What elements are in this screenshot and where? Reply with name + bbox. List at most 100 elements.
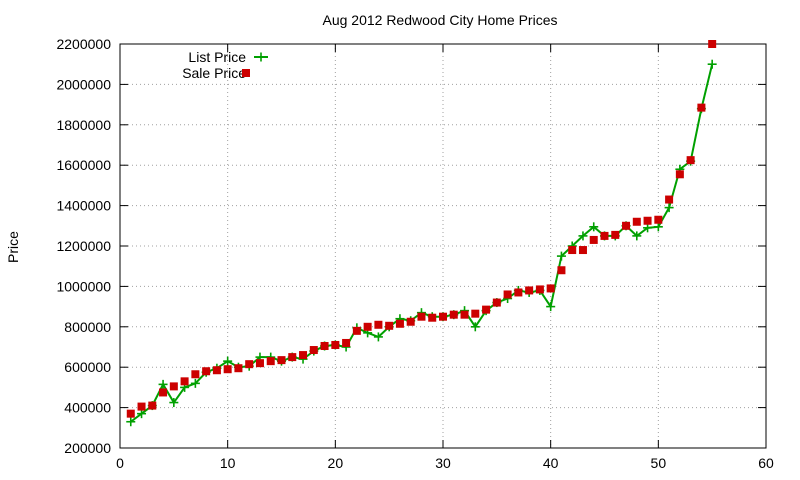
data-point [395, 319, 404, 328]
data-point [492, 298, 501, 307]
y-tick-label: 400000 [64, 400, 111, 416]
y-tick-label: 1800000 [56, 117, 111, 133]
data-point [212, 366, 221, 375]
y-axis-label: Price [5, 231, 21, 263]
y-tick-label: 1400000 [56, 198, 111, 214]
data-point [568, 246, 577, 255]
data-point [190, 378, 200, 388]
data-point [470, 322, 480, 332]
data-point [202, 367, 211, 376]
data-point [514, 288, 523, 297]
axis-ticks: 200000 400000 600000 800000 1000000 1200000 14… [56, 36, 774, 471]
data-point [503, 290, 512, 299]
data-point [589, 222, 599, 232]
data-point [653, 222, 663, 232]
data-point [589, 235, 598, 244]
x-tick-label: 30 [435, 455, 451, 471]
data-point [137, 402, 146, 411]
data-point [643, 223, 653, 233]
data-point [309, 346, 318, 355]
legend-marker [256, 52, 266, 62]
data-point [373, 332, 383, 342]
data-point [643, 216, 652, 225]
data-point [255, 359, 264, 368]
data-point [299, 351, 308, 360]
data-point [546, 302, 556, 312]
y-tick-label: 1200000 [56, 238, 111, 254]
plot-frame [119, 43, 767, 449]
data-point [169, 382, 178, 391]
y-tick-label: 800000 [64, 319, 111, 335]
data-point [556, 251, 566, 261]
data-point [557, 266, 566, 275]
data-point [686, 156, 695, 165]
data-point [374, 320, 383, 329]
data-point [460, 310, 469, 319]
data-point [406, 317, 415, 326]
data-point [158, 379, 168, 389]
data-point [417, 312, 426, 321]
data-point [578, 246, 587, 255]
data-point [126, 417, 136, 427]
data-point [126, 409, 135, 418]
data-point [471, 309, 480, 318]
y-tick-label: 2200000 [56, 36, 111, 52]
data-point [535, 285, 544, 294]
x-tick-label: 60 [758, 455, 774, 471]
data-point [363, 322, 372, 331]
data-point [622, 221, 631, 230]
data-point [578, 231, 588, 241]
data-point [234, 364, 243, 373]
legend-label: List Price [188, 49, 246, 65]
y-tick-label: 1600000 [56, 157, 111, 173]
data-point [266, 357, 275, 366]
data-point [632, 217, 641, 226]
data-point [708, 40, 717, 48]
chart-title: Aug 2012 Redwood City Home Prices [322, 12, 557, 28]
data-point [159, 388, 168, 397]
data-point [245, 360, 254, 369]
data-point [137, 409, 147, 419]
legend-marker [242, 69, 250, 77]
y-tick-label: 1000000 [56, 278, 111, 294]
legend-label: Sale Price [182, 65, 246, 81]
data-point [611, 230, 620, 239]
x-tick-label: 20 [328, 455, 344, 471]
series-2 [126, 40, 717, 418]
data-point [148, 401, 157, 410]
data-point [342, 338, 351, 347]
data-point [482, 305, 491, 314]
data-point [654, 215, 663, 224]
data-point [428, 313, 437, 322]
series-layer [126, 40, 717, 427]
data-point [546, 284, 555, 293]
x-tick-label: 50 [651, 455, 667, 471]
data-point [632, 231, 642, 241]
data-point [288, 353, 297, 362]
data-point [600, 231, 609, 240]
y-tick-label: 200000 [64, 440, 111, 456]
data-point [191, 370, 200, 379]
data-point [439, 312, 447, 321]
data-point [169, 398, 179, 408]
x-tick-label: 40 [543, 455, 559, 471]
data-point [180, 377, 189, 386]
y-tick-label: 600000 [64, 359, 111, 375]
data-point [352, 326, 361, 335]
data-point [277, 356, 286, 365]
data-point [525, 286, 534, 295]
x-tick-label: 0 [116, 455, 124, 471]
x-tick-label: 10 [220, 455, 236, 471]
data-point [664, 203, 674, 213]
data-point [331, 340, 340, 349]
data-point [385, 321, 394, 330]
data-point [223, 356, 233, 366]
y-tick-label: 2000000 [56, 76, 111, 92]
data-point [675, 170, 684, 179]
data-point [697, 103, 706, 112]
data-point [707, 59, 717, 69]
data-point [665, 195, 674, 204]
data-point [320, 341, 329, 350]
